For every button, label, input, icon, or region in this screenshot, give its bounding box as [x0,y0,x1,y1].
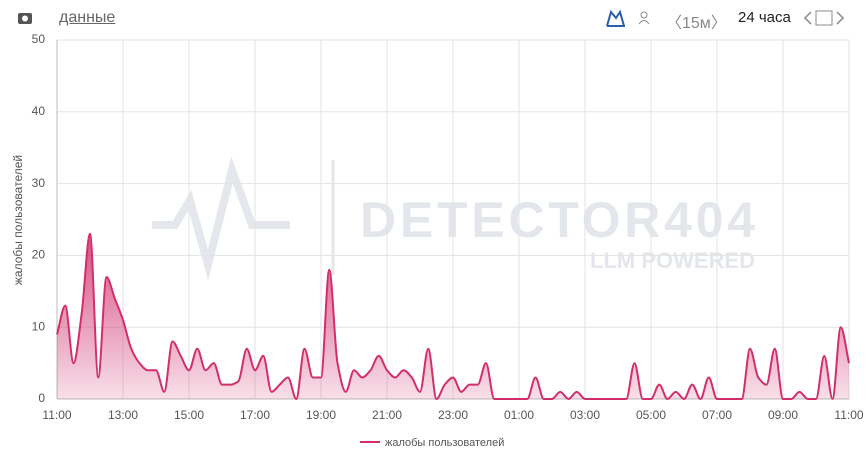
y-axis-label: жалобы пользователей [11,155,25,285]
x-tick-label: 09:00 [768,408,798,422]
x-tick-label: 11:00 [42,408,71,422]
user-icon-body [638,20,650,25]
range[interactable]: 24 часа [738,9,791,26]
x-tick-label: 11:00 [834,408,863,422]
x-tick-label: 23:00 [438,408,468,422]
x-tick-label: 19:00 [306,408,336,422]
watermark-title: DETECTOR404 [360,192,755,248]
y-tick-label: 10 [32,319,46,333]
interval[interactable]: 〈15м〉 [666,15,727,32]
line [56,232,850,401]
next-arrow[interactable] [836,11,845,25]
x-tick-label: 05:00 [636,408,666,422]
chart-type-icon[interactable] [606,9,625,27]
watermark-logo [152,156,290,281]
legend-label: жалобы пользователей [385,437,504,449]
x-tick-label: 15:00 [174,408,204,422]
y-tick-label: 40 [32,104,46,118]
toolbar: данные 〈15м〉 24 часа [0,0,868,36]
watermark-subtitle: LLM POWERED [590,248,755,273]
x-tick-label: 17:00 [240,408,270,422]
calendar-icon[interactable] [815,10,833,26]
watermark: DETECTOR404 LLM POWERED [152,156,755,281]
x-tick-label: 07:00 [702,408,732,422]
toolbar-icons [18,9,845,27]
prev-arrow[interactable] [803,11,812,25]
x-tick-label: 13:00 [108,408,138,422]
y-tick-label: 0 [38,391,45,405]
y-tick-label: 30 [32,176,46,190]
x-tick-label: 01:00 [504,408,534,422]
x-tick-label: 21:00 [372,408,402,422]
data-link[interactable]: данные [59,9,116,26]
area-fill [57,233,849,399]
user-icon[interactable] [640,11,648,19]
camera-lens [22,15,28,22]
y-tick-label: 50 [32,32,46,46]
y-tick-label: 20 [32,248,46,262]
x-tick-label: 03:00 [570,408,600,422]
